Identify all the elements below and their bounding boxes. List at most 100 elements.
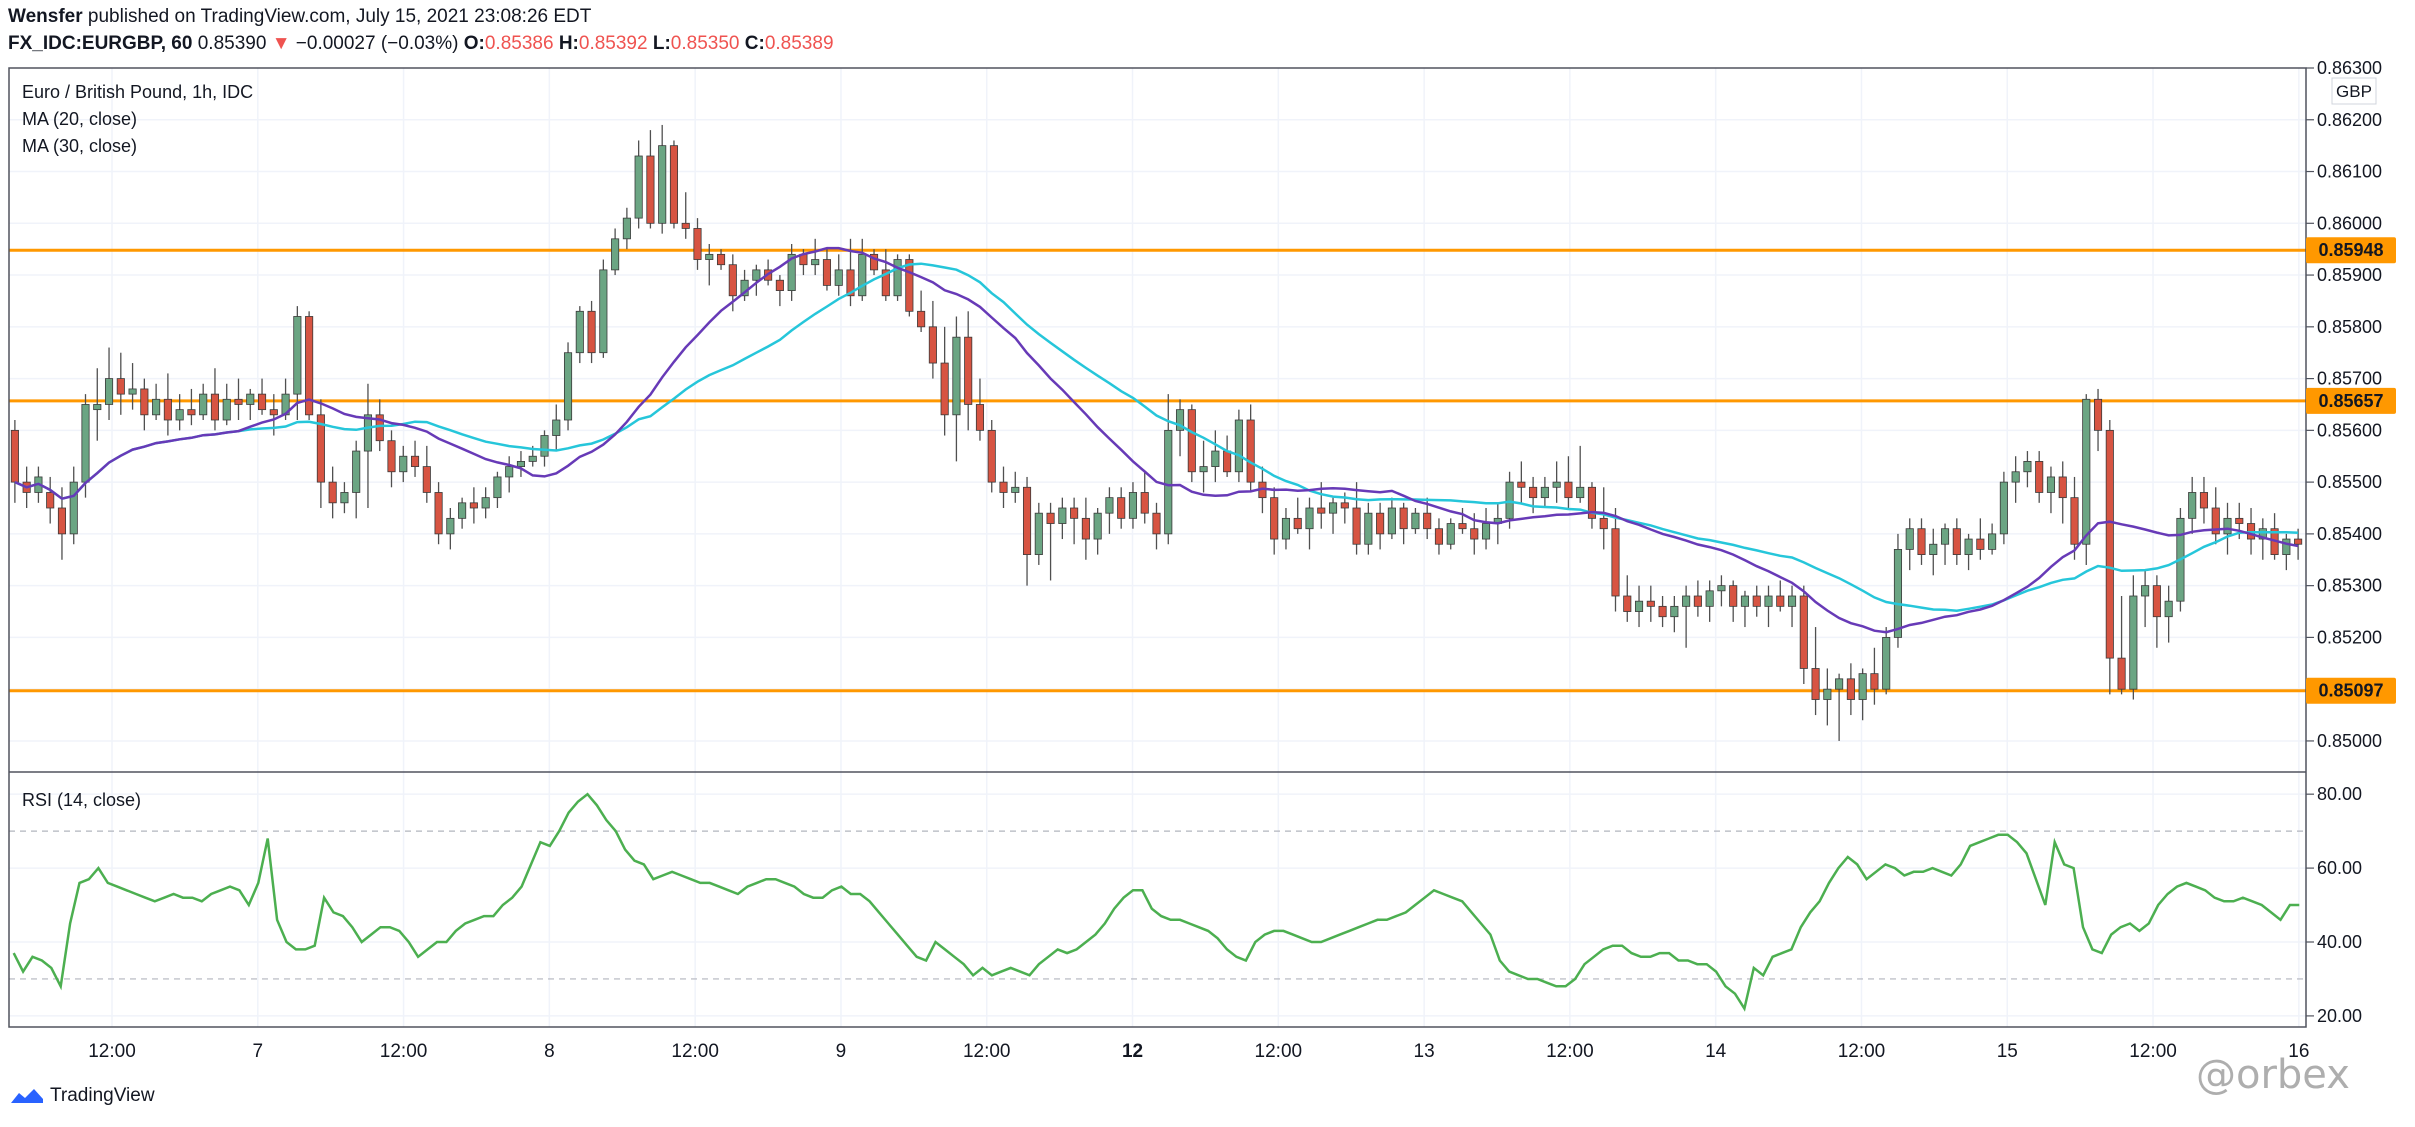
candle-body (1164, 429, 1173, 535)
author-name[interactable]: Wensfer (8, 6, 83, 27)
candle (2105, 420, 2114, 695)
rsi-axis[interactable]: 20.00 40.00 60.00 80.00 (2306, 784, 2362, 1026)
candle-body (2258, 528, 2267, 540)
candle-body (93, 404, 102, 411)
candle (458, 497, 467, 529)
candle-body (1093, 512, 1102, 540)
candle (2011, 456, 2020, 503)
candle-body (1752, 595, 1761, 607)
candle (705, 244, 714, 286)
candle-body (1599, 517, 1608, 530)
candle (1752, 585, 1761, 617)
candle (2258, 518, 2267, 560)
currency-badge: GBP (2331, 77, 2377, 105)
candle-body (811, 259, 820, 266)
candle-body (399, 455, 408, 473)
candle-body (1835, 678, 1844, 690)
candle (1799, 585, 1808, 684)
rsi-legend[interactable]: RSI (14, close) (22, 790, 142, 810)
candle-body (446, 517, 455, 535)
tradingview-footer[interactable]: TradingView (10, 1085, 155, 1107)
candle (775, 275, 784, 307)
candle (363, 383, 373, 508)
candle-body (1893, 549, 1903, 638)
candle (1281, 508, 1291, 550)
ma30-legend[interactable]: MA (30, close) (22, 136, 138, 156)
candle (1081, 497, 1090, 560)
candle (352, 440, 361, 519)
time-axis[interactable]: 12:00 7 12:00 8 12:00 9 12:00 12 12:00 13 12:00 14 1… (88, 1041, 2309, 1062)
high-value: 0.85392 (578, 33, 648, 54)
candle-body (822, 259, 832, 286)
candle (2188, 476, 2197, 534)
candle-body (1682, 595, 1691, 607)
candle-body (975, 404, 985, 431)
candle (1787, 585, 1797, 628)
candle-body (2152, 585, 2161, 618)
candle (387, 430, 396, 488)
candle (163, 373, 172, 436)
candle-body (858, 253, 867, 297)
candle (328, 466, 337, 519)
price-axis[interactable]: 0.850000.851000.852000.853000.854000.855… (2306, 58, 2382, 751)
candle (716, 249, 726, 270)
candle (787, 244, 796, 301)
candle (952, 316, 961, 462)
candle (1234, 409, 1243, 483)
candle (975, 378, 985, 441)
candle-body (387, 440, 396, 473)
candle (1811, 627, 1820, 716)
time-tick-label: 9 (836, 1041, 847, 1062)
candle (1717, 575, 1726, 607)
candle (1458, 508, 1467, 534)
candle-body (1152, 512, 1161, 535)
symbol-header: FX_IDC:EURGBP, 60 0.85390 ▼ −0.00027 (−0… (8, 33, 834, 55)
level-label-text: 0.85948 (2318, 240, 2383, 260)
candle-body (516, 461, 526, 467)
chart-title[interactable]: Euro / British Pound, 1h, IDC (22, 82, 254, 102)
price-tick-label: 0.86200 (2317, 110, 2382, 130)
candle-body (128, 388, 137, 395)
candle-body (1517, 481, 1526, 488)
candle (199, 383, 208, 420)
candle-body (987, 429, 996, 483)
price-tick-label: 0.85400 (2317, 524, 2382, 544)
candle-body (246, 393, 255, 405)
candle-body (693, 228, 702, 260)
price-tick-label: 0.85200 (2317, 627, 2382, 647)
candle (1175, 399, 1185, 457)
candle (1211, 430, 1220, 483)
candle (516, 451, 526, 477)
candle (917, 290, 926, 332)
candle (2093, 388, 2103, 452)
candle-body (646, 155, 655, 224)
candle-body (1411, 512, 1420, 530)
candle (2046, 466, 2056, 514)
candle (434, 482, 443, 545)
candle-body (1587, 486, 1597, 519)
candle-body (611, 238, 620, 271)
tradingview-logo-icon (11, 1089, 43, 1103)
candle-body (881, 269, 890, 297)
candle (1976, 518, 1985, 560)
candle-body (1929, 543, 1938, 555)
candle (1682, 585, 1691, 648)
candle-body (1128, 492, 1138, 519)
ma20-legend[interactable]: MA (20, close) (22, 109, 138, 129)
candle (1552, 461, 1561, 503)
candle-body (1529, 486, 1538, 499)
price-tick-label: 0.85700 (2317, 369, 2382, 389)
candle-body (658, 145, 667, 224)
candle (210, 368, 220, 431)
candle (234, 378, 243, 420)
candle (128, 363, 137, 410)
candle-body (2058, 476, 2067, 499)
candle-body (1552, 481, 1561, 488)
horizontal-levels[interactable] (9, 248, 2306, 693)
candle-body (1787, 595, 1797, 607)
candle-body (1576, 486, 1585, 499)
candle (1540, 476, 1549, 508)
candle-body (563, 352, 573, 421)
candle-body (2070, 497, 2079, 545)
